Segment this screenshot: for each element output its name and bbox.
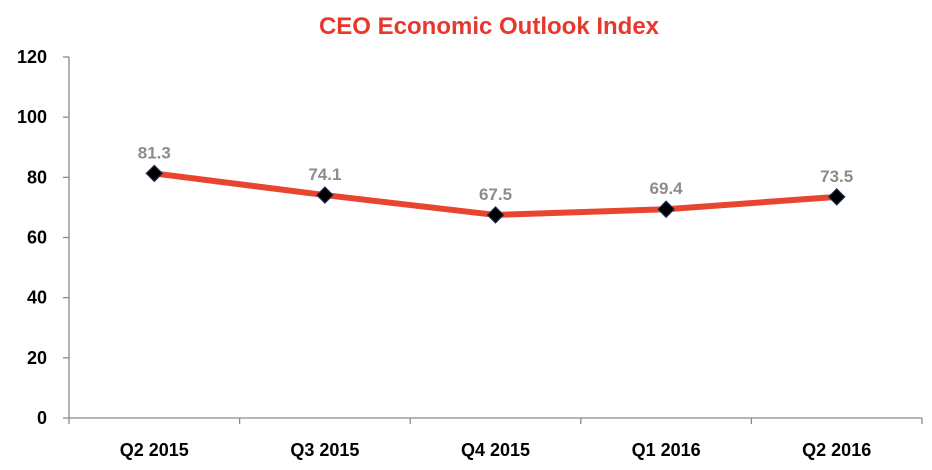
data-point-marker: [486, 206, 505, 224]
series-layer: [145, 164, 846, 224]
x-tick-label: Q2 2015: [120, 440, 189, 460]
data-point-marker: [827, 188, 846, 206]
data-point-marker: [316, 186, 334, 204]
data-label: 67.5: [479, 185, 512, 204]
data-label: 74.1: [308, 165, 341, 184]
y-tick-label: 120: [17, 47, 47, 67]
data-label: 81.3: [138, 143, 171, 162]
data-label: 73.5: [820, 167, 853, 186]
y-tick-label: 100: [17, 107, 47, 127]
data-labels: 81.3 74.1 67.5 69.4 73.5: [138, 143, 853, 204]
y-tick-label: 20: [27, 348, 47, 368]
y-tick-label: 60: [27, 228, 47, 248]
data-point-marker: [657, 200, 675, 219]
x-tick-label: Q4 2015: [461, 440, 530, 460]
x-tick-label: Q3 2015: [290, 440, 359, 460]
y-tick-label: 0: [37, 408, 47, 428]
y-tick-label: 40: [27, 288, 47, 308]
x-tick-label: Q1 2016: [632, 440, 701, 460]
axes: 0 20 40 60 80 100 120 Q2 2015 Q3 2015 Q4 2015 Q1 2…: [17, 47, 923, 460]
x-tick-label: Q2 2016: [802, 440, 871, 460]
data-label: 69.4: [650, 179, 684, 198]
data-point-marker: [145, 164, 164, 183]
chart-title: CEO Economic Outlook Index: [319, 13, 660, 40]
y-tick-label: 80: [27, 167, 47, 187]
